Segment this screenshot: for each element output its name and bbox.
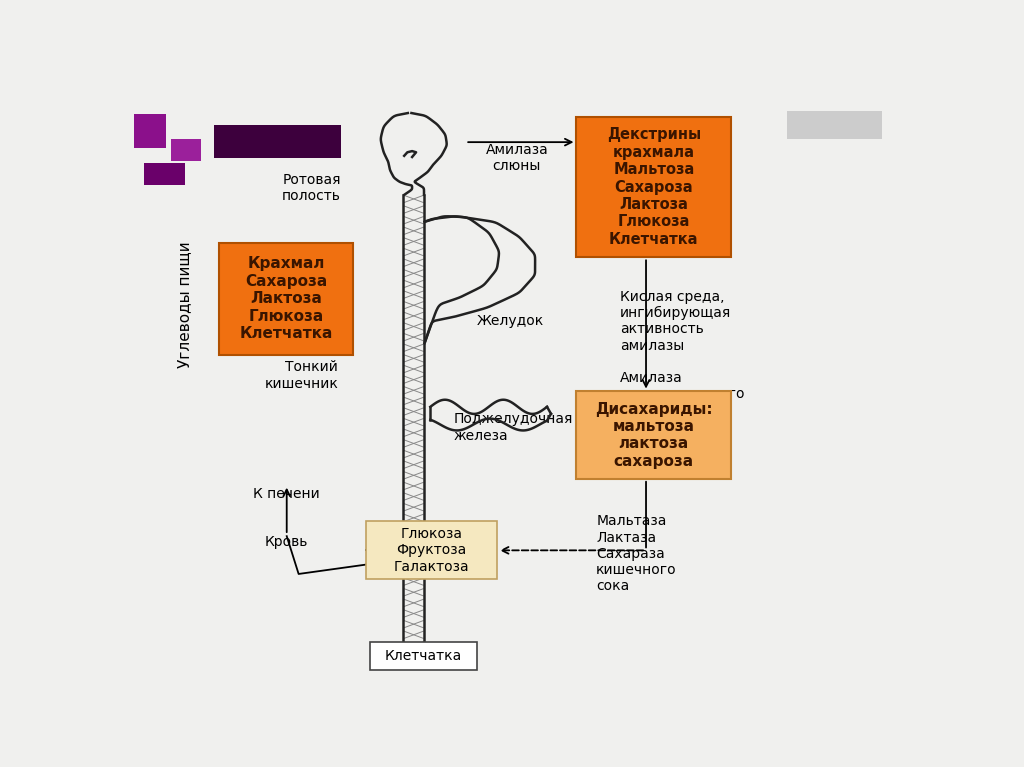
Text: Дисахариды:
мальтоза
лактоза
сахароза: Дисахариды: мальтоза лактоза сахароза: [595, 402, 713, 469]
Text: Амилаза
слюны: Амилаза слюны: [485, 143, 548, 173]
FancyBboxPatch shape: [214, 125, 341, 158]
FancyBboxPatch shape: [786, 111, 882, 140]
Text: Углеводы пищи: Углеводы пищи: [177, 242, 193, 368]
FancyBboxPatch shape: [134, 114, 166, 148]
Text: Декстрины
крахмала
Мальтоза
Сахароза
Лактоза
Глюкоза
Клетчатка: Декстрины крахмала Мальтоза Сахароза Лак…: [606, 127, 700, 247]
Text: Клетчатка: Клетчатка: [385, 649, 462, 663]
Text: Поджелудочная
железа: Поджелудочная железа: [454, 413, 572, 443]
Text: Глюкоза
Фруктоза
Галактоза: Глюкоза Фруктоза Галактоза: [394, 527, 469, 574]
FancyBboxPatch shape: [577, 117, 731, 258]
FancyBboxPatch shape: [171, 139, 201, 161]
Text: Крахмал
Сахароза
Лактоза
Глюкоза
Клетчатка: Крахмал Сахароза Лактоза Глюкоза Клетчат…: [240, 256, 333, 341]
Text: К печени: К печени: [253, 486, 321, 501]
FancyBboxPatch shape: [143, 163, 185, 186]
Text: Мальтаза
Лактаза
Сахараза
кишечного
сока: Мальтаза Лактаза Сахараза кишечного сока: [596, 515, 677, 594]
Text: Тонкий
кишечник: Тонкий кишечник: [264, 360, 338, 390]
Text: Ротовая
полость: Ротовая полость: [282, 173, 341, 202]
Text: Кровь: Кровь: [265, 535, 308, 549]
FancyBboxPatch shape: [367, 522, 497, 579]
Text: Кислая среда,
ингибирующая
активность
амилазы: Кислая среда, ингибирующая активность ам…: [620, 290, 731, 353]
Text: Желудок: Желудок: [477, 314, 545, 328]
Text: Амилаза
поджелудочного
сока: Амилаза поджелудочного сока: [620, 371, 745, 417]
FancyBboxPatch shape: [370, 643, 477, 670]
FancyBboxPatch shape: [219, 242, 352, 355]
FancyBboxPatch shape: [577, 391, 731, 479]
